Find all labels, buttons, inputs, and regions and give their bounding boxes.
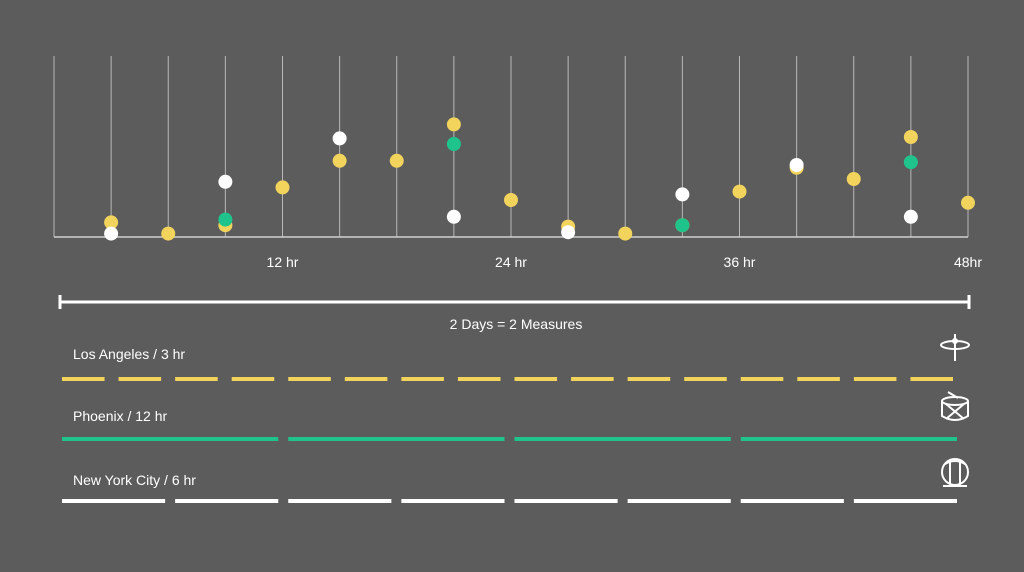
track-1: Los Angeles / 3 hr bbox=[62, 334, 970, 381]
chart-gridlines bbox=[53, 56, 969, 237]
data-points bbox=[104, 117, 975, 241]
x-tick-label: 36 hr bbox=[724, 254, 756, 270]
data-point bbox=[104, 226, 119, 241]
data-point bbox=[446, 137, 461, 151]
data-point bbox=[961, 195, 975, 210]
span-label: 2 Days = 2 Measures bbox=[450, 316, 583, 332]
track-label: Los Angeles / 3 hr bbox=[73, 346, 185, 362]
data-point bbox=[732, 184, 747, 199]
data-point bbox=[618, 226, 633, 241]
data-point bbox=[218, 174, 233, 189]
data-point bbox=[846, 172, 861, 186]
track-2: Phoenix / 12 hr bbox=[62, 391, 969, 441]
data-point bbox=[675, 218, 690, 233]
data-point bbox=[332, 153, 347, 168]
data-point bbox=[275, 180, 290, 195]
track-label: New York City / 6 hr bbox=[73, 472, 196, 488]
x-tick-label: 24 hr bbox=[495, 254, 527, 270]
data-point bbox=[161, 226, 176, 241]
snare-drum-icon bbox=[941, 391, 969, 421]
data-point bbox=[218, 212, 233, 227]
data-point bbox=[332, 131, 347, 146]
rhythm-tracks: Los Angeles / 3 hr Phoenix / 12 hr New Yor… bbox=[62, 334, 970, 503]
data-point bbox=[504, 193, 518, 207]
x-tick-label: 12 hr bbox=[267, 254, 299, 270]
span-bracket: 2 Days = 2 Measures bbox=[58, 295, 971, 332]
data-point bbox=[561, 225, 576, 240]
data-point bbox=[389, 153, 404, 168]
data-point bbox=[903, 155, 918, 170]
track-label: Phoenix / 12 hr bbox=[73, 408, 168, 424]
data-point bbox=[789, 158, 804, 172]
track-3: New York City / 6 hr bbox=[62, 458, 969, 503]
x-axis-tick-labels: 12 hr 24 hr 36 hr 48hr bbox=[267, 254, 983, 270]
data-point bbox=[675, 187, 690, 202]
x-tick-label: 48hr bbox=[954, 254, 982, 270]
data-point bbox=[903, 130, 918, 144]
data-point bbox=[104, 215, 119, 230]
data-point bbox=[446, 209, 461, 224]
cymbal-icon bbox=[940, 334, 970, 361]
data-point bbox=[446, 117, 461, 132]
data-point bbox=[903, 209, 918, 224]
bass-drum-icon bbox=[941, 458, 969, 487]
